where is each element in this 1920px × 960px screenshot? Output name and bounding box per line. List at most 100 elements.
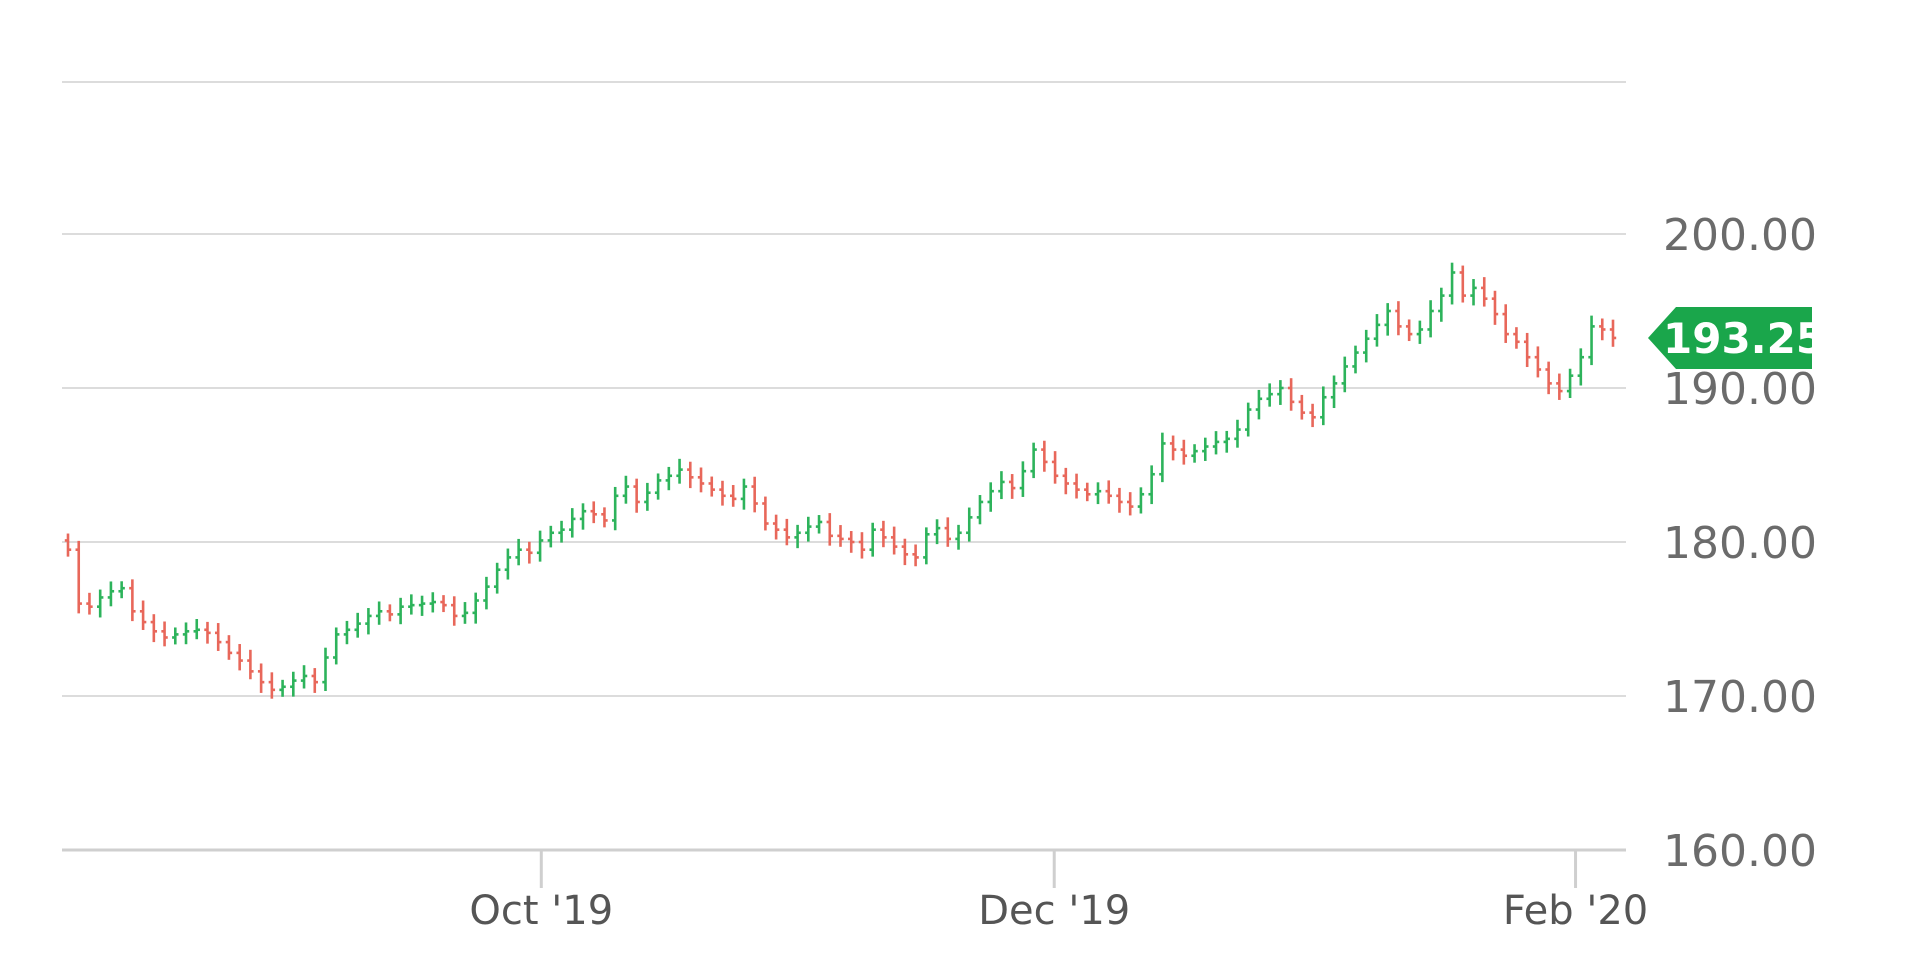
ohlc-bar xyxy=(1223,430,1230,453)
ohlc-bar xyxy=(869,522,876,557)
ohlc-bar xyxy=(1105,480,1112,504)
ohlc-bar xyxy=(429,592,436,613)
ohlc-bar xyxy=(676,458,683,484)
ohlc-bar xyxy=(515,538,522,566)
ohlc-bar xyxy=(1599,318,1606,341)
ohlc-bar xyxy=(633,478,640,513)
ohlc-bar xyxy=(998,471,1005,500)
ohlc-bar xyxy=(1352,345,1359,374)
ohlc-bar xyxy=(1470,279,1477,306)
ohlc-bar xyxy=(1051,451,1059,484)
ohlc-bar xyxy=(697,467,705,493)
ohlc-bar xyxy=(955,524,962,550)
y-tick-label: 200.00 xyxy=(1663,210,1817,261)
ohlc-bar xyxy=(708,476,715,497)
ohlc-bar xyxy=(826,513,833,546)
ohlc-bar xyxy=(365,608,372,635)
ohlc-bar xyxy=(225,635,233,660)
ohlc-bar xyxy=(933,519,941,545)
ohlc-bar xyxy=(1169,435,1177,461)
ohlc-bar xyxy=(279,679,286,697)
ohlc-bar xyxy=(966,507,973,542)
ohlc-bar xyxy=(976,495,984,525)
ohlc-bar xyxy=(558,520,565,543)
grid-layer xyxy=(62,81,1626,697)
ohlc-bar xyxy=(461,602,469,624)
ohlc-bar xyxy=(75,540,82,614)
ohlc-bars xyxy=(64,262,1617,699)
ohlc-bar xyxy=(1459,265,1466,303)
ohlc-bar xyxy=(1041,440,1048,472)
ohlc-bar xyxy=(1234,419,1241,448)
ohlc-bar xyxy=(354,612,361,638)
ohlc-bar xyxy=(526,541,533,564)
y-tick-label: 190.00 xyxy=(1663,364,1817,415)
ohlc-bar xyxy=(493,562,501,594)
ohlc-bar xyxy=(858,532,866,559)
ohlc-bar xyxy=(172,627,179,645)
ohlc-bar xyxy=(483,576,490,610)
ohlc-bar xyxy=(118,581,125,599)
ohlc-bar xyxy=(86,592,93,615)
ohlc-bar xyxy=(1320,386,1327,426)
ohlc-bar xyxy=(300,665,308,689)
ohlc-bar xyxy=(848,531,855,553)
ohlc-bar xyxy=(1245,402,1252,437)
ohlc-bar xyxy=(1609,319,1617,347)
ohlc-bar xyxy=(1384,303,1391,336)
ohlc-bar xyxy=(1159,432,1166,483)
ohlc-bar xyxy=(1030,442,1037,479)
ohlc-bar xyxy=(547,525,555,548)
ohlc-bar xyxy=(536,530,544,562)
ohlc-bar xyxy=(1008,474,1016,499)
ohlc-bar xyxy=(451,596,458,626)
ohlc-bar xyxy=(772,514,780,540)
ohlc-bar xyxy=(139,600,147,630)
ohlc-bar xyxy=(1180,439,1188,465)
labels-layer: 160.00 170.00 180.00 190.00 200.00 Oct '19 Dec… xyxy=(469,210,1817,934)
ohlc-bar xyxy=(644,482,651,511)
ohlc-bar xyxy=(1523,332,1531,368)
ohlc-bar xyxy=(622,475,630,504)
ohlc-bar xyxy=(1341,356,1348,393)
ohlc-bar xyxy=(1416,320,1424,344)
ohlc-bar xyxy=(107,581,115,607)
ohlc-bar xyxy=(322,647,329,691)
ohlc-bar xyxy=(1577,348,1585,386)
x-tick-label: Dec '19 xyxy=(978,888,1130,934)
ohlc-bar xyxy=(740,478,748,510)
ohlc-bar xyxy=(944,517,951,547)
ohlc-bar xyxy=(182,622,190,645)
ohlc-bar xyxy=(204,621,211,644)
ohlc-bar xyxy=(257,663,265,693)
ohlc-bar xyxy=(1373,314,1381,347)
ohlc-bar xyxy=(1405,319,1413,342)
ohlc-bar xyxy=(386,604,394,622)
ohlc-bar xyxy=(794,524,801,549)
ohlc-bar xyxy=(1277,380,1284,405)
ohlc-bar xyxy=(343,620,351,645)
ohlc-bar xyxy=(1330,375,1338,409)
ohlc-bar xyxy=(1191,444,1198,463)
ohlc-bar xyxy=(569,508,576,538)
ohlc-bar xyxy=(1126,492,1134,516)
ohlc-bar xyxy=(1363,329,1370,363)
ohlc-bar xyxy=(665,466,673,491)
ohlc-bar xyxy=(418,595,426,616)
ohlc-bar xyxy=(333,627,340,665)
ohlc-bar xyxy=(601,507,608,528)
ohlc-bar xyxy=(215,623,222,651)
ohlc-bar xyxy=(1556,373,1563,400)
ohlc-bar xyxy=(161,621,168,647)
ohlc-bar xyxy=(1287,378,1295,411)
ohlc-bar xyxy=(1148,465,1155,505)
ohlc-bar xyxy=(1309,403,1316,428)
ohlc-bar xyxy=(150,614,158,643)
ohlc-bar xyxy=(912,544,919,567)
ohlc-bar xyxy=(193,619,200,640)
ohlc-bar xyxy=(1298,394,1306,420)
ohlc-bar xyxy=(1084,482,1091,502)
ohlc-bar xyxy=(901,538,909,566)
ohlc-bar xyxy=(579,503,587,530)
ohlc-bar xyxy=(1266,383,1273,407)
